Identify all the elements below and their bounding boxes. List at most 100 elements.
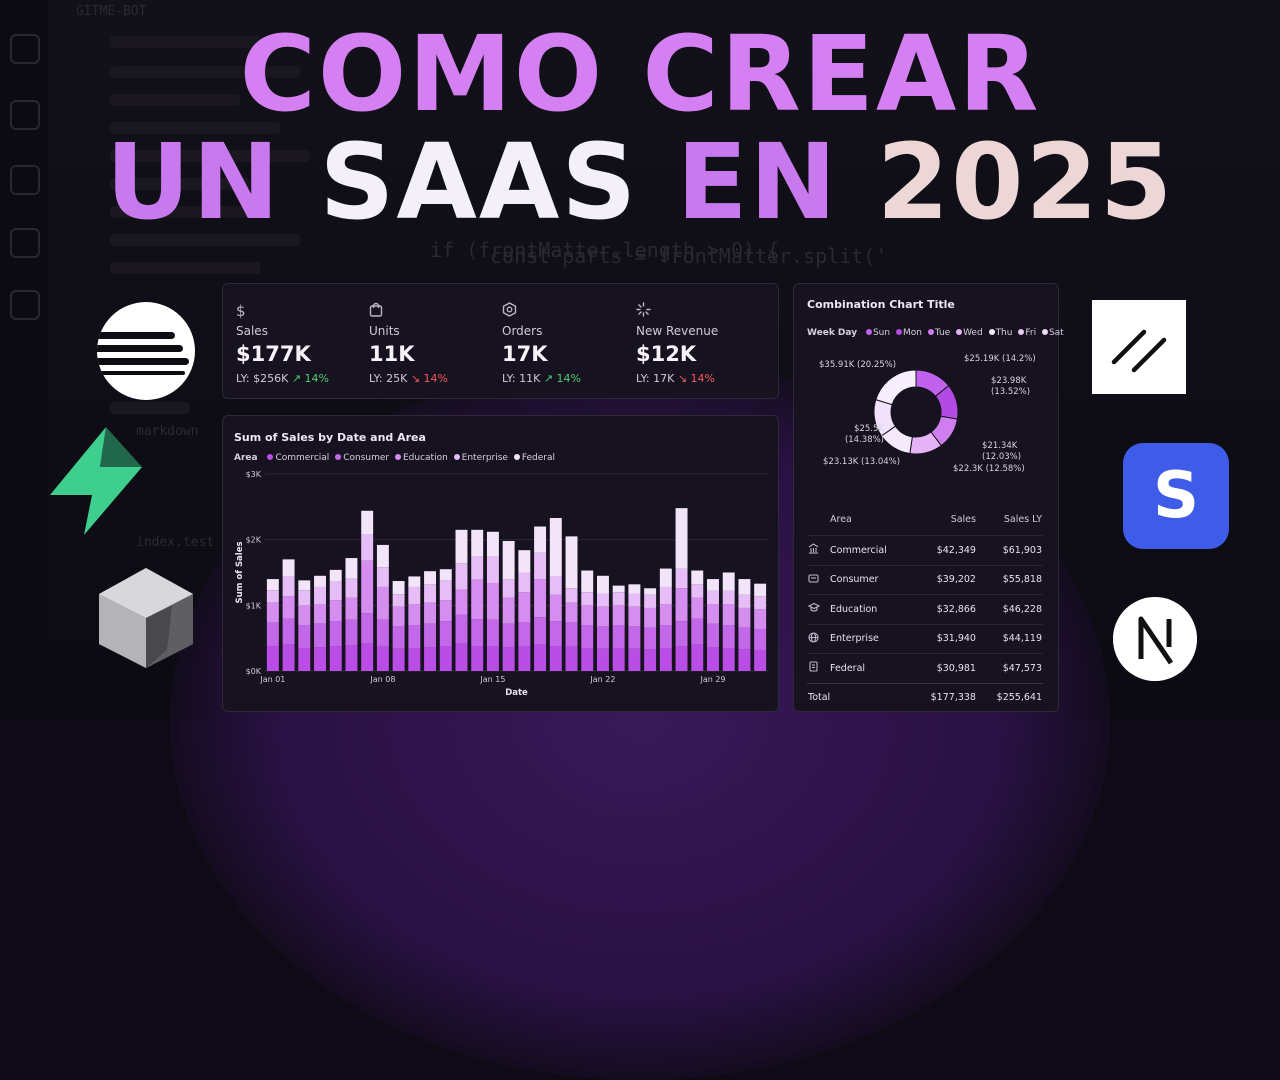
bar-segment-consumer xyxy=(549,621,562,647)
code-line: const parts = frontMatter.split(' xyxy=(490,244,888,268)
legend-item-consumer[interactable]: Consumer xyxy=(332,453,389,463)
source-control-icon xyxy=(10,100,40,130)
donut-label: $35.91K (20.25%) xyxy=(819,360,897,370)
bar-segment-enterprise xyxy=(361,534,374,561)
weekday-donut-chart xyxy=(873,369,959,455)
building-icon xyxy=(807,535,829,565)
table-cell-sales: $42,349 xyxy=(911,535,977,565)
kpi-orders[interactable]: Orders 17K LY: 11K ↗ 14% xyxy=(502,302,627,385)
table-cell-total-sales: $177,338 xyxy=(911,682,977,712)
legend-item-fri[interactable]: Fri xyxy=(1015,328,1036,338)
bar-segment-federal xyxy=(298,580,311,591)
bar-segment-federal xyxy=(738,579,751,595)
bar-segment-consumer xyxy=(345,619,358,646)
bar-segment-commercial xyxy=(329,646,342,671)
bar-segment-consumer xyxy=(439,621,452,647)
bar-segment-enterprise xyxy=(376,567,389,587)
legend-item-enterprise[interactable]: Enterprise xyxy=(451,453,508,463)
bar-segment-federal xyxy=(675,508,688,569)
file-explorer: GITME-BOT markdown index.test xyxy=(60,0,330,720)
bar-segment-commercial xyxy=(675,646,688,671)
table-row[interactable]: Education $32,866 $46,228 xyxy=(807,594,1043,624)
donut-label: $23.13K (13.04%) xyxy=(823,457,901,467)
legend-item-tue[interactable]: Tue xyxy=(925,328,950,338)
legend-item-sun[interactable]: Sun xyxy=(863,328,890,338)
bar-segment-enterprise xyxy=(549,576,562,595)
bar-segment-consumer xyxy=(659,625,672,649)
bar-segment-federal xyxy=(376,544,389,568)
bar-segment-federal xyxy=(722,572,735,591)
legend-item-education[interactable]: Education xyxy=(392,453,448,463)
bar-segment-federal xyxy=(408,576,421,587)
bar-segment-commercial xyxy=(439,646,452,671)
bar-segment-enterprise xyxy=(486,556,499,584)
kpi-units[interactable]: Units 11K LY: 25K ↘ 14% xyxy=(369,302,494,385)
x-tick-label: Jan 29 xyxy=(699,675,725,684)
bar-segment-federal xyxy=(345,558,358,579)
legend-item-wed[interactable]: Wed xyxy=(953,328,983,338)
bar-segment-consumer xyxy=(361,613,374,644)
y-axis-label: Sum of Sales xyxy=(235,541,245,603)
bar-segment-federal xyxy=(596,575,609,594)
bar-segment-federal xyxy=(329,569,342,582)
bar-segment-federal xyxy=(691,570,704,585)
bar-segment-education xyxy=(565,602,578,623)
search-icon xyxy=(10,34,40,64)
table-row[interactable]: Enterprise $31,940 $44,119 xyxy=(807,623,1043,654)
bar-segment-consumer xyxy=(329,621,342,647)
bar-segment-enterprise xyxy=(691,584,704,598)
kpi-new-revenue[interactable]: New Revenue $12K LY: 17K ↘ 14% xyxy=(636,302,761,385)
legend-item-commercial[interactable]: Commercial xyxy=(264,453,329,463)
bar-segment-consumer xyxy=(376,619,389,647)
bar-segment-commercial xyxy=(596,648,609,671)
bar-segment-enterprise xyxy=(518,572,531,593)
table-row[interactable]: Consumer $39,202 $55,818 xyxy=(807,564,1043,595)
column-header-sales[interactable]: Sales xyxy=(950,513,976,525)
legend-item-sat[interactable]: Sat xyxy=(1039,328,1064,338)
column-header-sales-ly[interactable]: Sales LY xyxy=(1003,513,1042,525)
kpi-sales[interactable]: $ Sales $177K LY: $256K ↗ 14% xyxy=(236,302,361,385)
headline-line-1: COMO CREAR xyxy=(239,13,1041,135)
bar-segment-federal xyxy=(707,579,719,591)
bar-segment-consumer xyxy=(675,621,688,647)
kpi-ly: LY: 17K ↘ 14% xyxy=(636,372,716,385)
bar-segment-consumer xyxy=(282,618,295,645)
donut-label: $21.34K (12.03%) xyxy=(982,441,1022,462)
bar-segment-education xyxy=(738,607,751,628)
bag-icon xyxy=(369,302,494,320)
explorer-file-index-test: index.test xyxy=(136,535,215,550)
bar-segment-education xyxy=(518,592,531,623)
table-row[interactable]: Commercial $42,349 $61,903 xyxy=(807,535,1043,565)
table-row[interactable]: Federal $30,981 $47,573 xyxy=(807,653,1043,683)
bar-segment-consumer xyxy=(565,622,578,647)
bar-segment-enterprise xyxy=(707,590,719,605)
bar-segment-consumer xyxy=(266,622,279,647)
bar-segment-enterprise xyxy=(408,586,421,605)
bar-segment-enterprise xyxy=(471,556,484,580)
table-cell-area: Federal xyxy=(829,653,911,683)
donut-slice[interactable] xyxy=(875,369,917,406)
table-cell-sales-ly: $61,903 xyxy=(976,535,1043,565)
kpi-label: Orders xyxy=(502,324,543,338)
legend-item-federal[interactable]: Federal xyxy=(511,453,555,463)
bar-segment-enterprise xyxy=(738,594,751,608)
bar-segment-federal xyxy=(314,575,326,587)
bar-segment-federal xyxy=(282,559,295,577)
bar-segment-enterprise xyxy=(596,593,609,607)
bar-segment-commercial xyxy=(691,644,704,671)
bar-segment-consumer xyxy=(455,614,468,644)
bar-segment-enterprise xyxy=(612,592,625,606)
bar-segment-commercial xyxy=(408,648,421,671)
lightning-bolt-logo-icon xyxy=(50,427,142,535)
legend-title: Week Day xyxy=(807,328,858,338)
bar-segment-federal xyxy=(581,570,594,593)
legend-item-thu[interactable]: Thu xyxy=(986,328,1012,338)
legend-item-mon[interactable]: Mon xyxy=(893,328,922,338)
table-cell-area: Enterprise xyxy=(829,623,911,654)
bar-segment-consumer xyxy=(628,626,641,649)
bar-segment-education xyxy=(691,597,704,619)
sales-chart-panel: Sum of Sales by Date and Area Area Comme… xyxy=(222,415,779,712)
table-cell-total-sales-ly: $255,641 xyxy=(976,682,1043,712)
column-header-area[interactable]: Area xyxy=(830,513,852,525)
bar-segment-education xyxy=(392,606,405,627)
